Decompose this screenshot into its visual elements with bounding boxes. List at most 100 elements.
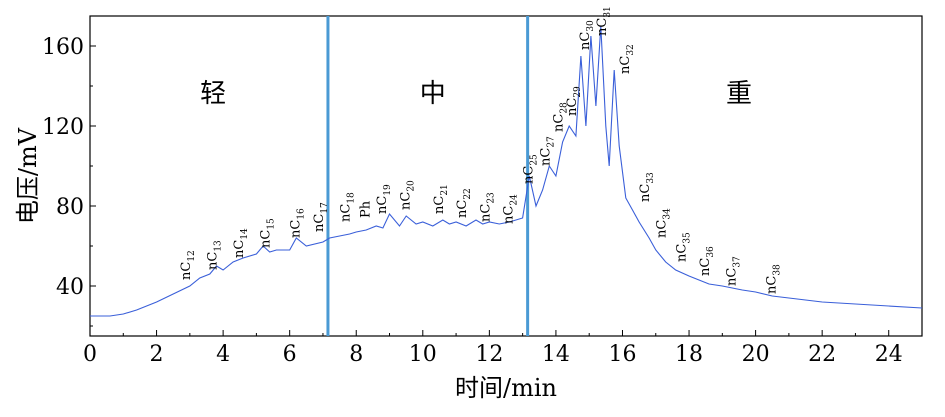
region-labels: 轻中重 [200,79,752,109]
peak-label-sub: 24 [510,194,520,206]
peak-label-base: nC [765,276,780,294]
peak-label-nc23: nC23 [478,192,496,222]
peak-label-nc28: nC28 [552,102,570,132]
peak-label-base: nC [618,56,633,74]
peak-label-nc19: nC19 [375,184,393,214]
peak-label-ph: Ph [359,200,374,218]
region-dividers [326,16,530,336]
peak-label-nc22: nC22 [455,188,473,218]
peak-label-sub: 22 [463,188,473,199]
peak-label-sub: 27 [546,136,556,148]
peak-label-base: nC [375,196,390,214]
peak-label-nc15: nC15 [259,218,277,248]
peak-label-sub: 34 [663,208,673,220]
peak-label-base: nC [289,220,304,238]
peak-label-base: nC [232,240,247,258]
plot-frame [89,15,923,337]
peak-label-nc38: nC38 [765,264,783,294]
peak-label-sub: 16 [297,208,307,220]
x-tick-label: 18 [675,342,703,367]
peak-label-nc31: nC31 [595,6,613,36]
peak-label-sub: 20 [406,180,416,192]
x-tick-label: 22 [808,342,836,367]
peak-label-base: nC [478,204,493,222]
x-tick-label: 4 [216,342,230,367]
peak-label-nc18: nC18 [339,192,357,222]
peak-label-nc36: nC36 [698,246,716,276]
peak-label-sub: 31 [603,6,613,17]
peak-label-nc27: nC27 [538,136,556,166]
y-tick-label: 40 [56,275,84,300]
peak-label-base: nC [655,220,670,238]
peak-label-nc24: nC24 [502,194,520,224]
peak-label-base: nC [259,230,274,248]
peak-label-base: nC [725,268,740,286]
peak-label-nc21: nC21 [432,184,450,214]
peak-label-nc30: nC30 [578,20,596,50]
peak-label-base: nC [432,196,447,214]
peak-label-sub: 30 [586,20,596,32]
y-axis: 40 80 120 160 [42,35,96,327]
peak-label-base: nC [578,32,593,50]
peak-label-sub: 38 [773,264,783,276]
x-tick-label: 6 [283,342,297,367]
y-axis-title: 电压/mV [14,127,42,224]
peak-label-nc32: nC32 [618,44,636,74]
peak-label-base: nC [565,98,580,116]
x-tick-label: 16 [608,342,636,367]
x-axis-title: 时间/min [455,374,557,402]
peak-label-base: Ph [359,200,374,218]
peak-label-sub: 13 [213,240,223,252]
peak-label-nc17: nC17 [312,202,330,232]
peak-label-nc12: nC12 [179,250,197,280]
x-tick-label: 8 [349,342,363,367]
x-axis: 0 2 4 6 8 10 12 14 16 18 20 22 24 [83,330,903,367]
peak-label-base: nC [698,258,713,276]
peak-label-sub: 25 [530,154,540,166]
x-tick-label: 14 [542,342,570,367]
peak-label-sub: 28 [560,102,570,114]
x-tick-label: 2 [150,342,164,367]
peak-label-base: nC [638,184,653,202]
peak-label-sub: 36 [706,246,716,258]
peak-label-base: nC [205,252,220,270]
peak-label-base: nC [502,206,517,224]
peak-label-nc33: nC33 [638,172,656,202]
peak-label-nc29: nC29 [565,86,583,116]
peak-label-nc13: nC13 [205,240,223,270]
peak-label-base: nC [552,114,567,132]
peak-label-base: nC [398,192,413,210]
x-tick-label: 0 [83,342,97,367]
peak-label-nc35: nC35 [675,232,693,262]
region-label-2: 中 [420,79,446,109]
peak-label-base: nC [522,166,537,184]
y-tick-label: 160 [42,35,84,60]
peak-label-nc34: nC34 [655,208,673,238]
x-tick-label: 12 [475,342,503,367]
peak-label-sub: 37 [733,256,743,268]
region-label-1: 轻 [200,79,226,109]
y-tick-label: 120 [42,115,84,140]
peak-label-nc20: nC20 [398,180,416,210]
peak-label-base: nC [455,200,470,218]
peak-label-nc16: nC16 [289,208,307,238]
peak-label-nc14: nC14 [232,228,250,258]
region-label-3: 重 [726,79,752,109]
peak-label-base: nC [339,204,354,222]
peak-label-sub: 17 [320,202,330,214]
x-tick-label: 24 [875,342,903,367]
peak-label-nc25: nC25 [522,154,540,184]
peak-label-base: nC [179,262,194,280]
peak-label-base: nC [595,18,610,36]
peak-label-sub: 14 [240,228,250,240]
peak-label-sub: 19 [383,184,393,196]
peak-label-sub: 12 [187,250,197,261]
peak-label-sub: 35 [683,232,693,244]
x-tick-label: 20 [742,342,770,367]
peak-label-sub: 32 [626,44,636,55]
peak-label-base: nC [538,148,553,166]
peak-label-sub: 23 [486,192,496,204]
chromatogram-line [90,25,923,317]
